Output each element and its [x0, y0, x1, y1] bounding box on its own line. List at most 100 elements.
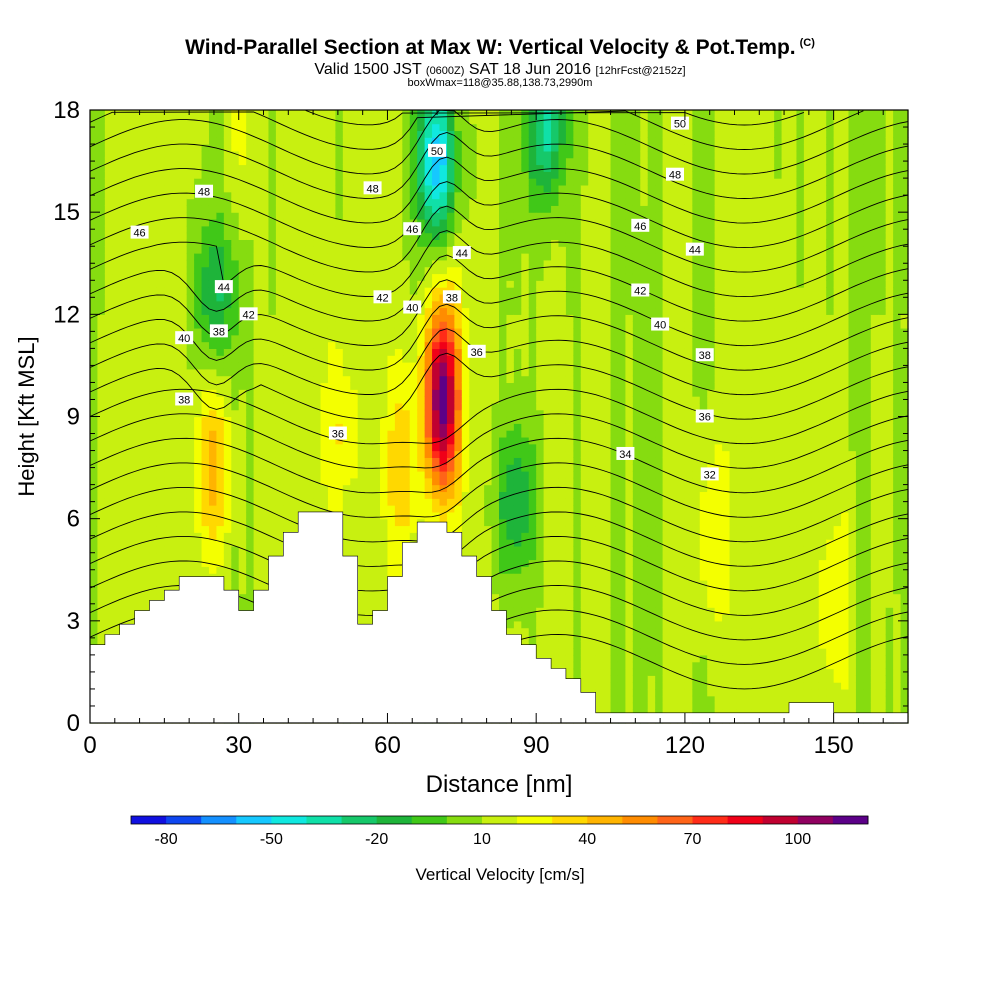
heatmap-cell: [268, 232, 277, 241]
heatmap-cell: [127, 137, 136, 145]
heatmap-cell: [476, 321, 485, 329]
heatmap-cell: [454, 178, 463, 186]
heatmap-cell: [127, 218, 136, 227]
heatmap-cell: [432, 116, 441, 125]
heatmap-cell: [261, 436, 270, 445]
heatmap-cell: [246, 450, 255, 458]
heatmap-cell: [298, 253, 307, 261]
heatmap-cell: [350, 150, 359, 159]
heatmap-cell: [142, 525, 151, 533]
heatmap-cell: [216, 396, 225, 404]
heatmap-cell: [142, 259, 151, 268]
heatmap-cell: [156, 348, 165, 356]
heatmap-cell: [402, 443, 411, 452]
heatmap-cell: [387, 110, 396, 118]
heatmap-cell: [439, 232, 448, 241]
heatmap-cell: [402, 423, 411, 431]
heatmap-cell: [387, 307, 396, 315]
heatmap-cell: [491, 191, 500, 200]
heatmap-cell: [454, 327, 463, 336]
heatmap-cell: [409, 341, 418, 349]
heatmap-cell: [208, 375, 218, 384]
heatmap-cell: [119, 314, 128, 322]
heatmap-cell: [350, 457, 359, 465]
heatmap-cell: [394, 321, 403, 329]
heatmap-cell: [372, 545, 381, 554]
heatmap-cell: [268, 402, 277, 411]
heatmap-cell: [231, 436, 240, 445]
heatmap-cell: [283, 511, 292, 520]
heatmap-cell: [357, 545, 366, 554]
heatmap-cell: [402, 150, 411, 159]
heatmap-cell: [97, 396, 106, 404]
heatmap-cell: [104, 334, 113, 343]
heatmap-cell: [409, 287, 418, 295]
heatmap-cell: [164, 436, 173, 445]
heatmap-cell: [261, 368, 270, 377]
heatmap-cell: [97, 266, 106, 275]
heatmap-cell: [134, 266, 143, 275]
heatmap-cell: [313, 402, 322, 411]
heatmap-cell: [476, 178, 485, 186]
heatmap-cell: [142, 532, 151, 540]
heatmap-cell: [290, 362, 299, 370]
heatmap-cell: [491, 443, 500, 452]
heatmap-cell: [365, 430, 374, 438]
heatmap-cell: [208, 382, 218, 390]
heatmap-cell: [223, 314, 232, 322]
heatmap-cell: [127, 614, 136, 622]
heatmap-cell: [127, 287, 136, 295]
heatmap-cell: [246, 321, 255, 329]
heatmap-cell: [380, 157, 389, 166]
heatmap-cell: [491, 552, 500, 561]
heatmap-cell: [342, 416, 351, 424]
heatmap-cell: [446, 327, 455, 336]
heatmap-cell: [156, 491, 165, 499]
heatmap-cell: [201, 484, 210, 493]
heatmap-cell: [394, 423, 403, 431]
heatmap-cell: [171, 239, 180, 247]
heatmap-cell: [469, 457, 478, 465]
heatmap-cell: [491, 477, 500, 486]
heatmap-cell: [164, 314, 173, 322]
heatmap-cell: [142, 498, 151, 506]
heatmap-cell: [246, 545, 255, 554]
heatmap-cell: [327, 130, 336, 138]
heatmap-cell: [484, 314, 493, 322]
heatmap-cell: [417, 477, 426, 486]
heatmap-cell: [223, 334, 232, 343]
heatmap-cell: [119, 280, 128, 288]
heatmap-cell: [313, 464, 322, 472]
heatmap-cell: [365, 416, 374, 424]
heatmap-cell: [223, 225, 232, 234]
heatmap-cell: [156, 246, 165, 254]
heatmap-cell: [387, 184, 396, 193]
heatmap-cell: [476, 443, 485, 452]
heatmap-cell: [484, 253, 493, 261]
heatmap-cell: [275, 430, 284, 438]
heatmap-cell: [409, 443, 418, 452]
heatmap-cell: [253, 164, 262, 172]
heatmap-cell: [476, 110, 485, 118]
heatmap-cell: [275, 157, 284, 166]
heatmap-cell: [305, 110, 314, 118]
heatmap-cell: [283, 450, 292, 458]
heatmap-cell: [491, 137, 500, 145]
heatmap-cell: [223, 164, 232, 172]
heatmap-cell: [134, 436, 143, 445]
heatmap-cell: [327, 171, 336, 179]
heatmap-cell: [454, 396, 463, 404]
heatmap-cell: [216, 225, 225, 234]
heatmap-cell: [104, 396, 113, 404]
heatmap-cell: [127, 212, 136, 220]
heatmap-cell: [142, 348, 151, 356]
heatmap-cell: [446, 470, 455, 479]
heatmap-cell: [238, 450, 247, 458]
heatmap-cell: [142, 157, 151, 166]
heatmap-cell: [104, 511, 113, 520]
heatmap-cell: [186, 511, 195, 520]
heatmap-cell: [327, 150, 336, 159]
heatmap-cell: [201, 525, 210, 533]
heatmap-cell: [231, 498, 240, 506]
heatmap-cell: [320, 470, 329, 479]
